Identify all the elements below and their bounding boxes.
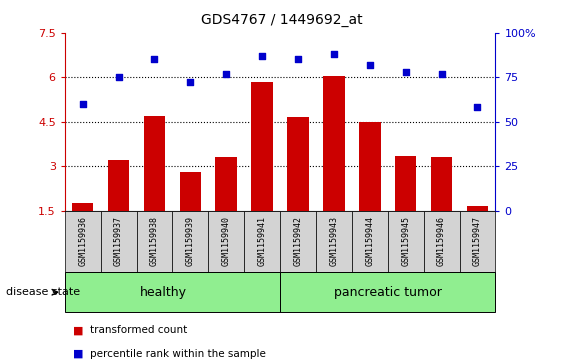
Bar	[431, 157, 452, 211]
Bar	[352, 211, 388, 272]
Point	[114, 74, 123, 80]
Text: GSM1159946: GSM1159946	[437, 216, 446, 266]
Point	[473, 105, 482, 110]
Text: healthy: healthy	[140, 286, 187, 299]
Bar	[65, 211, 101, 272]
Text: GSM1159947: GSM1159947	[473, 216, 482, 266]
Text: GSM1159943: GSM1159943	[329, 216, 338, 266]
Text: GSM1159938: GSM1159938	[150, 216, 159, 266]
Text: percentile rank within the sample: percentile rank within the sample	[90, 349, 266, 359]
Point	[401, 69, 410, 75]
Text: GSM1159945: GSM1159945	[401, 216, 410, 266]
Bar	[359, 122, 381, 211]
Bar	[65, 272, 280, 312]
Bar	[72, 203, 93, 211]
Point	[329, 51, 338, 57]
Bar	[280, 272, 495, 312]
Bar	[459, 211, 495, 272]
Bar	[395, 156, 417, 211]
Bar	[316, 211, 352, 272]
Text: ■: ■	[73, 349, 84, 359]
Text: GSM1159942: GSM1159942	[293, 216, 302, 266]
Bar	[323, 76, 345, 211]
Bar	[172, 211, 208, 272]
Bar	[424, 211, 459, 272]
Text: pancreatic tumor: pancreatic tumor	[334, 286, 442, 299]
Text: GSM1159939: GSM1159939	[186, 216, 195, 266]
Bar	[137, 211, 172, 272]
Bar	[251, 82, 273, 211]
Point	[186, 79, 195, 85]
Text: transformed count: transformed count	[90, 325, 187, 335]
Bar	[208, 211, 244, 272]
Point	[437, 71, 446, 77]
Text: GSM1159941: GSM1159941	[258, 216, 267, 266]
Text: ■: ■	[73, 325, 84, 335]
Bar	[388, 211, 424, 272]
Point	[293, 56, 302, 62]
Bar	[101, 211, 137, 272]
Point	[365, 62, 374, 68]
Bar	[216, 157, 237, 211]
Text: GSM1159944: GSM1159944	[365, 216, 374, 266]
Bar	[180, 172, 201, 211]
Bar	[467, 206, 488, 211]
Bar	[287, 117, 309, 211]
Text: disease state: disease state	[6, 287, 80, 297]
Text: GSM1159937: GSM1159937	[114, 216, 123, 266]
Bar	[244, 211, 280, 272]
Text: GSM1159936: GSM1159936	[78, 216, 87, 266]
Bar	[280, 211, 316, 272]
Bar	[144, 116, 166, 211]
Point	[258, 53, 267, 59]
Text: GSM1159940: GSM1159940	[222, 216, 231, 266]
Text: GDS4767 / 1449692_at: GDS4767 / 1449692_at	[200, 13, 363, 27]
Point	[78, 101, 87, 107]
Bar	[108, 160, 129, 211]
Point	[222, 71, 231, 77]
Point	[150, 56, 159, 62]
